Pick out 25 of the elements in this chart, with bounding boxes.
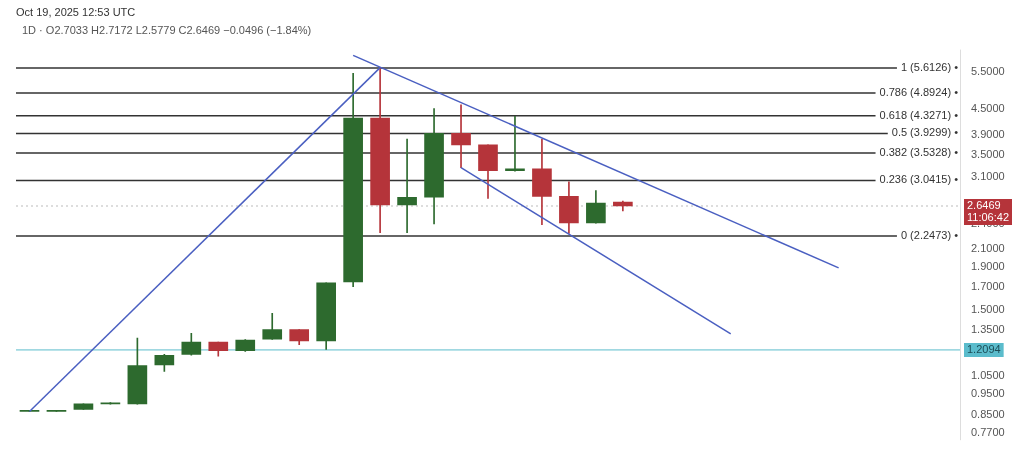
- ref-line-label: 0.5 (3.9299) •: [891, 126, 959, 139]
- y-tick-label: 3.9000: [971, 127, 1005, 140]
- chart-subtitle: 1D · O2.7033 H2.7172 L2.5779 C2.6469 −0.0496 (−1.84%): [22, 24, 312, 36]
- y-tick-label: 1.0500: [971, 368, 1005, 381]
- chart-title: Oct 19, 2025 12:53 UTC: [16, 6, 136, 18]
- y-tick-label: 4.5000: [971, 101, 1005, 114]
- y-tick-label: 1.7000: [971, 280, 1005, 293]
- y-tick-label: 0.9500: [971, 387, 1005, 400]
- y-tick-label: 0.8500: [971, 407, 1005, 420]
- y-tick-label: 3.5000: [971, 147, 1005, 160]
- y-tick-label: 1.9000: [971, 259, 1005, 272]
- ref-line-label: 0.382 (3.5328) •: [879, 145, 959, 158]
- ref-line-label: 0.618 (4.3271) •: [879, 108, 959, 121]
- y-tick-label: 3.1000: [971, 170, 1005, 182]
- ref-line-label: 0.786 (4.8924) •: [879, 86, 959, 99]
- y-tick-label: 2.1000: [971, 241, 1005, 254]
- ref-line-label: 1 (5.6126) •: [900, 60, 959, 73]
- ref-line-label: 1.2094: [967, 342, 1001, 355]
- y-tick-label: 1.5000: [971, 303, 1005, 316]
- y-tick-label: 5.5000: [971, 64, 1005, 77]
- ref-line-label: 0.236 (3.0415) •: [879, 173, 959, 186]
- ref-line-label: 2.6469 11:06:42: [967, 199, 1010, 224]
- y-tick-label: 0.7700: [971, 425, 1005, 438]
- ref-line-label: 0 (2.2473) •: [900, 229, 959, 242]
- y-tick-label: 1.3500: [971, 322, 1005, 335]
